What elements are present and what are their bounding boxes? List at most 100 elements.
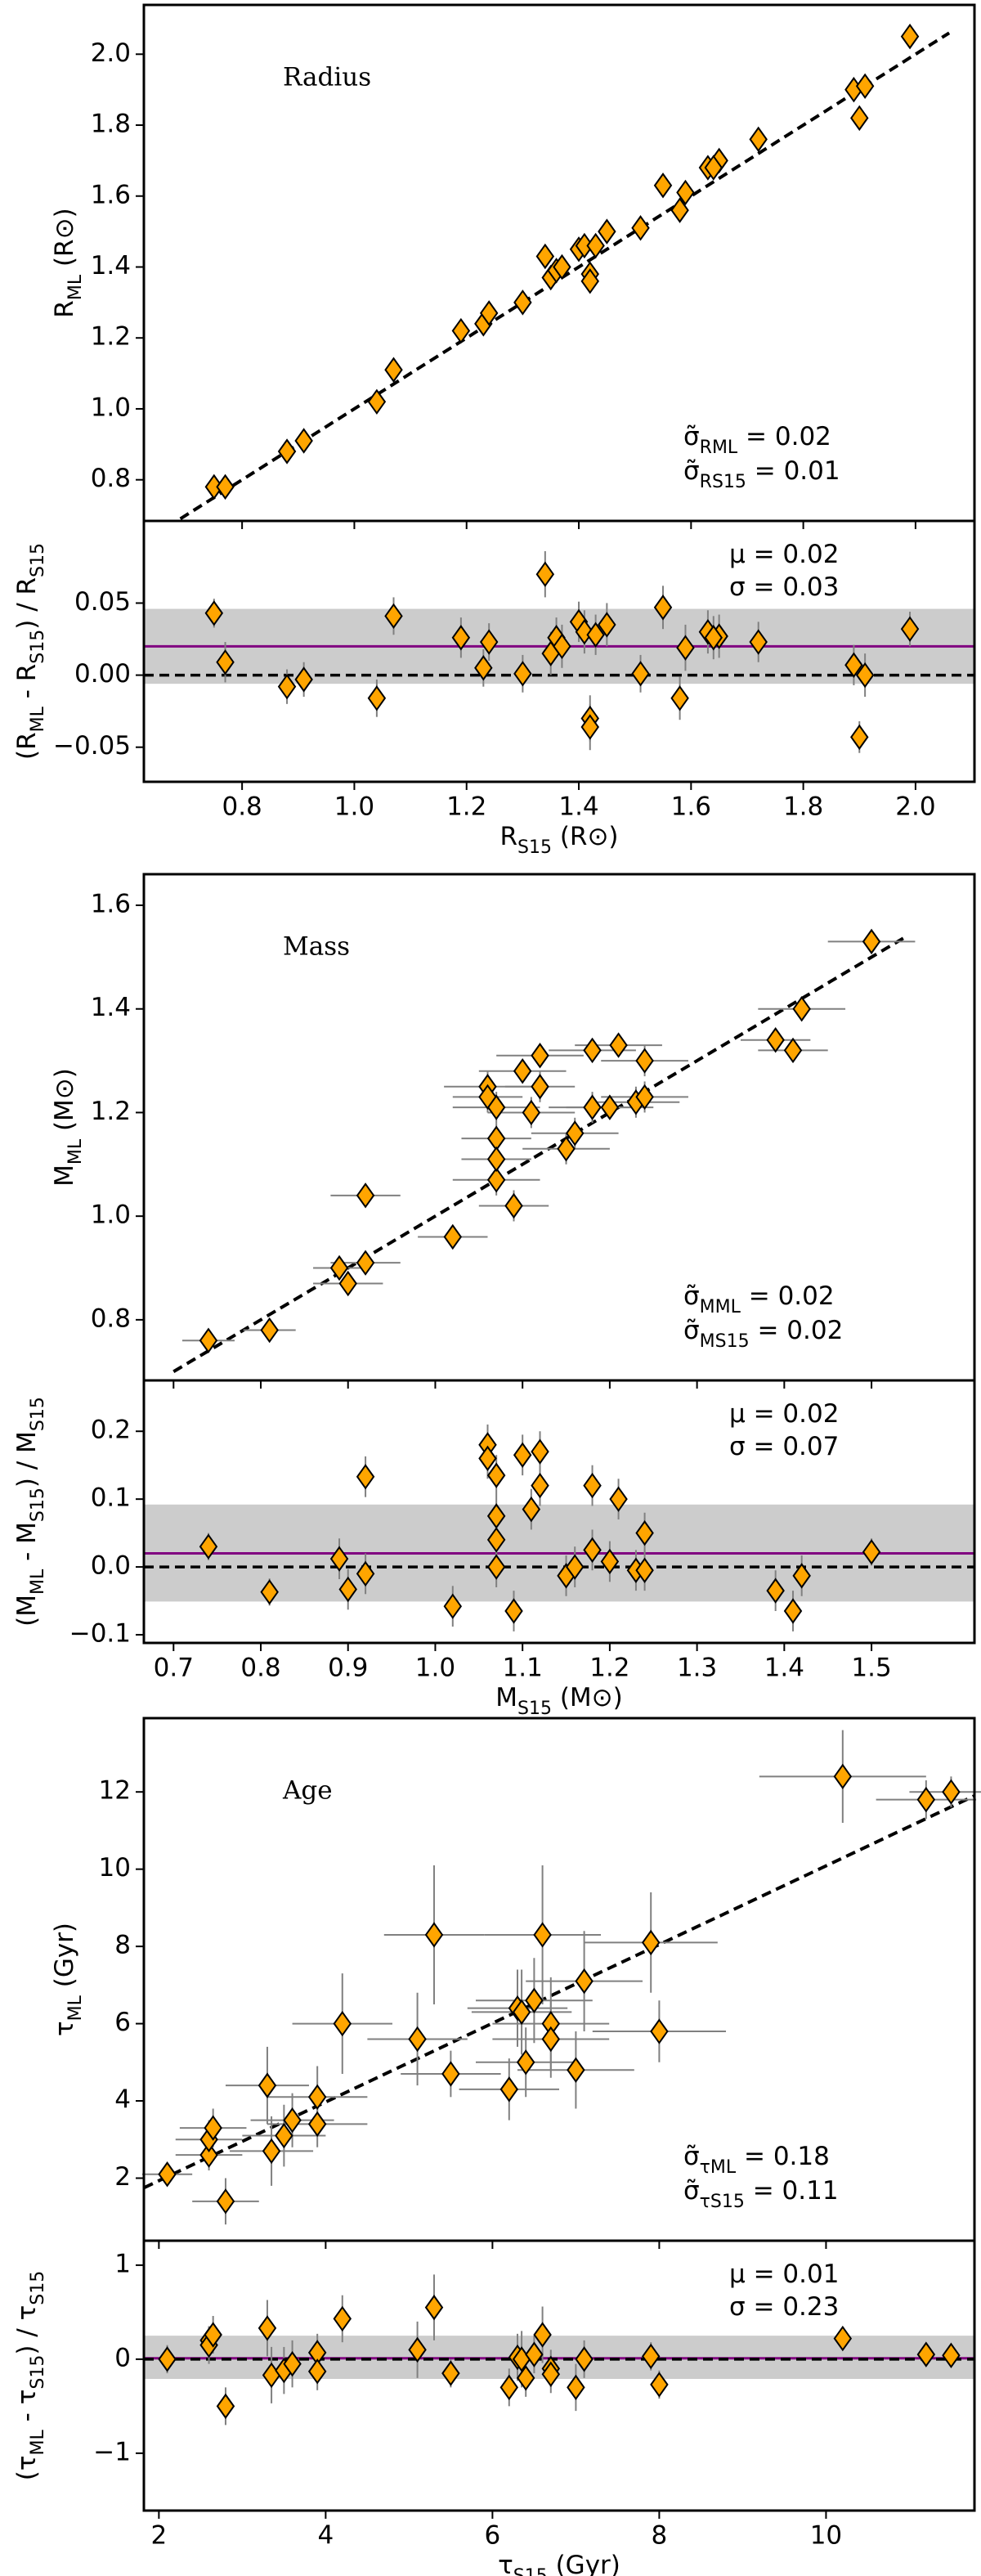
point bbox=[525, 1987, 544, 2013]
point bbox=[486, 1146, 506, 1173]
point bbox=[855, 73, 875, 100]
y-axis-label-part: S15 bbox=[28, 1397, 48, 1431]
point bbox=[535, 243, 555, 270]
point bbox=[600, 1094, 620, 1120]
point bbox=[525, 2341, 544, 2367]
point bbox=[451, 625, 471, 651]
point bbox=[294, 428, 313, 454]
y-axis-label-part: ML bbox=[28, 2429, 48, 2455]
point bbox=[216, 648, 235, 675]
point bbox=[338, 1576, 357, 1603]
y-tick-label: 0.2 bbox=[91, 1416, 131, 1445]
point bbox=[451, 317, 471, 344]
point bbox=[499, 2374, 519, 2401]
x-axis-label-part: (Gyr) bbox=[548, 2551, 620, 2576]
panel-title: Radius bbox=[283, 63, 371, 92]
point bbox=[277, 438, 297, 464]
y-axis-label: (RML - RS15) / RS15 bbox=[12, 543, 48, 760]
panel-title: Age bbox=[282, 1776, 333, 1806]
x-axis-label-part: S15 bbox=[513, 2566, 548, 2576]
y-tick-label: 0.8 bbox=[91, 464, 131, 493]
x-axis-label-part: M bbox=[495, 1683, 517, 1712]
annotation-part: τS15 bbox=[700, 2192, 745, 2212]
point bbox=[635, 1048, 654, 1074]
x-axis-label: MS15 (M⊙) bbox=[495, 1683, 622, 1719]
y-axis-label-part: R bbox=[50, 300, 79, 318]
point bbox=[900, 23, 920, 50]
point bbox=[204, 2115, 222, 2141]
y-tick-label: 1.0 bbox=[91, 393, 131, 422]
y-axis-label-part: ML bbox=[65, 1138, 86, 1165]
point bbox=[356, 1183, 375, 1209]
point bbox=[583, 1537, 602, 1564]
point bbox=[513, 1442, 532, 1468]
point bbox=[275, 2122, 293, 2149]
y-tick-label: 1.2 bbox=[91, 1097, 131, 1126]
point bbox=[367, 388, 387, 415]
annotation-part: μ = 0.02 bbox=[729, 1399, 839, 1429]
point bbox=[277, 673, 297, 700]
point bbox=[766, 1577, 785, 1604]
annotation-part: σ̃ bbox=[683, 1316, 700, 1345]
annotation-part: = 0.02 bbox=[741, 1281, 835, 1311]
annotation: σ = 0.03 bbox=[729, 572, 839, 602]
y-axis-label-part: ML bbox=[65, 274, 86, 300]
x-tick-label: 1.0 bbox=[334, 792, 374, 822]
point bbox=[676, 179, 695, 206]
x-tick-label: 6 bbox=[485, 2521, 501, 2551]
annotation: μ = 0.01 bbox=[729, 2260, 839, 2289]
point bbox=[283, 2350, 302, 2377]
point bbox=[942, 1779, 961, 1805]
point bbox=[580, 714, 599, 740]
point bbox=[575, 2346, 594, 2372]
point bbox=[844, 652, 863, 678]
annotation: μ = 0.02 bbox=[729, 540, 839, 569]
point bbox=[598, 612, 616, 638]
point bbox=[533, 1922, 552, 1948]
y-axis-label-part: S15 bbox=[28, 2355, 48, 2390]
point bbox=[533, 2322, 552, 2348]
y-tick-label: 0.0 bbox=[91, 1551, 131, 1581]
point bbox=[855, 662, 875, 689]
point bbox=[504, 1598, 523, 1624]
point bbox=[479, 629, 499, 655]
point bbox=[258, 2072, 277, 2098]
point bbox=[199, 1327, 218, 1353]
axes-frame bbox=[142, 1717, 976, 2242]
x-tick-label: 1.0 bbox=[415, 1654, 455, 1683]
x-tick-label: 8 bbox=[652, 2521, 668, 2551]
y-tick-label: 1.6 bbox=[91, 180, 131, 209]
point bbox=[384, 357, 403, 383]
point bbox=[408, 2336, 427, 2363]
point bbox=[443, 1223, 463, 1250]
annotation: σ̃τML = 0.18 bbox=[683, 2142, 830, 2178]
y-axis-label-part: (M bbox=[12, 1595, 42, 1627]
point bbox=[338, 1270, 357, 1297]
x-tick-label: 1.2 bbox=[589, 1654, 629, 1683]
y-axis-label-part: (Gyr) bbox=[50, 1923, 79, 1995]
point bbox=[862, 928, 881, 955]
annotation: σ = 0.23 bbox=[729, 2292, 839, 2322]
point bbox=[670, 685, 689, 711]
point bbox=[158, 2161, 177, 2188]
point bbox=[513, 289, 532, 316]
y-tick-label: 1 bbox=[114, 2249, 131, 2278]
y-axis-label-part: ) / M bbox=[12, 1431, 42, 1488]
axes-frame bbox=[142, 873, 976, 1382]
y-axis-label-part: ML bbox=[28, 1568, 48, 1595]
y-axis-label-part: τ bbox=[50, 2021, 79, 2036]
point bbox=[635, 1084, 654, 1111]
point bbox=[294, 666, 313, 693]
point bbox=[565, 1554, 585, 1580]
annotation-part: σ = 0.07 bbox=[729, 1432, 839, 1461]
annotation-part: RML bbox=[700, 438, 738, 458]
y-tick-label: 12 bbox=[99, 1776, 131, 1806]
point bbox=[850, 105, 869, 132]
axes-frame bbox=[142, 2239, 976, 2512]
point bbox=[531, 1043, 549, 1069]
point bbox=[641, 1929, 661, 1956]
y-axis-label-part: S15 bbox=[28, 2271, 48, 2305]
point bbox=[513, 1058, 532, 1084]
point bbox=[479, 300, 499, 326]
y-axis-label-part: ML bbox=[65, 1995, 86, 2021]
